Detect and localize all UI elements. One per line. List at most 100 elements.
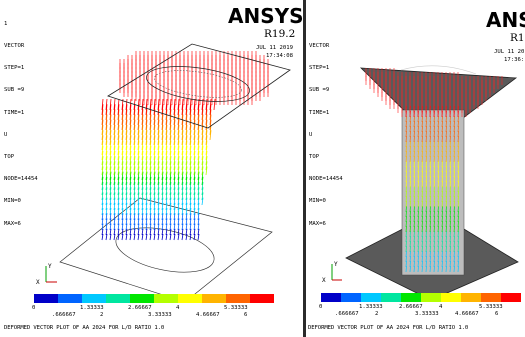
vector-arrow [117,104,120,116]
vector-arrow [173,124,176,136]
vector-arrow [121,130,124,141]
vector-arrow [177,197,180,206]
vector-arrow [101,119,104,131]
vector-arrow [421,250,423,258]
vector-arrow [421,220,423,228]
vector-arrow [137,130,140,141]
vector-arrow [173,119,176,131]
vector-arrow [417,225,419,233]
vector-arrow [165,145,168,156]
vector-arrow [193,135,196,146]
vector-arrow [173,109,176,121]
vector-arrow [105,119,108,131]
vector-arrow [433,155,435,163]
vector-arrow [425,250,427,258]
vector-arrow [177,228,180,236]
vector-arrow [173,140,176,151]
vector-arrow [453,195,455,203]
vector-arrow [197,182,200,191]
vector-arrow [421,165,423,173]
vector-arrow [201,197,204,206]
vector-arrow [445,165,447,173]
info-line: MIN=0 [309,198,326,205]
vector-arrow [425,140,427,148]
vector-arrow [161,156,164,166]
vector-arrow [409,120,411,128]
vector-arrow [117,119,120,131]
vector-arrow [437,235,439,243]
vector-arrow [173,223,176,231]
vector-arrow [137,176,140,186]
vector-arrow [189,187,192,196]
vector-arrow [165,233,168,241]
vector-arrow [405,195,407,203]
vector-arrow [125,176,128,186]
vector-arrow [413,170,415,178]
version-label: R19.2 [264,28,296,40]
vector-arrow [413,190,415,198]
vector-arrow [101,213,104,221]
info-line: VECTOR [309,43,330,50]
vector-arrow [189,109,192,121]
vector-arrow [449,150,451,158]
vector-arrow [409,265,411,273]
vector-arrow [209,104,212,116]
vector-arrow [113,145,116,156]
vector-arrow [449,260,451,268]
vector-arrow [421,240,423,248]
vector-arrow [185,202,188,211]
vector-arrow [441,165,443,173]
vector-arrow [409,255,411,263]
vector-arrow [445,240,447,248]
info-line: STEP=1 [309,65,330,72]
panel-divider[interactable] [303,0,306,337]
vector-arrow [441,195,443,203]
vector-arrow [137,124,140,136]
vector-arrow [101,218,104,226]
vector-arrow [417,140,419,148]
vector-arrow [437,180,439,188]
top-ring [146,66,250,102]
vector-arrow [453,245,455,253]
vector-arrow [173,98,176,111]
vector-arrow [117,182,120,191]
vector-arrow [441,170,443,178]
info-line: SUB =9 [309,87,330,94]
vector-arrow [109,109,112,121]
vector-arrow [405,245,407,253]
vector-arrow [169,119,172,131]
vector-arrow [413,265,415,273]
vector-arrow [193,213,196,221]
vector-arrow [185,171,188,181]
vector-arrow [413,235,415,243]
vector-arrow [173,130,176,141]
vector-arrow [177,233,180,241]
vector-field [365,68,503,273]
vector-arrow [177,176,180,186]
vector-arrow [173,145,176,156]
vector-arrow [409,185,411,193]
vector-arrow [457,135,459,143]
vector-arrow [113,109,116,121]
vector-arrow [429,255,431,263]
vector-arrow [153,213,156,221]
vector-arrow [149,166,152,176]
vector-arrow [169,130,172,141]
vector-arrow [173,176,176,186]
vector-arrow [157,233,160,241]
vector-arrow [105,213,108,221]
vector-arrow [165,218,168,226]
vector-arrow [121,187,124,196]
vector-arrow [193,109,196,121]
vector-arrow [457,190,459,198]
vector-arrow [201,104,204,116]
vector-arrow [197,223,200,231]
vector-arrow [169,98,172,111]
vector-arrow [197,156,200,166]
vector-arrow [457,240,459,248]
vector-arrow [101,104,104,116]
ansys-logo: ANSYS [228,4,303,28]
vector-arrow [449,265,451,273]
